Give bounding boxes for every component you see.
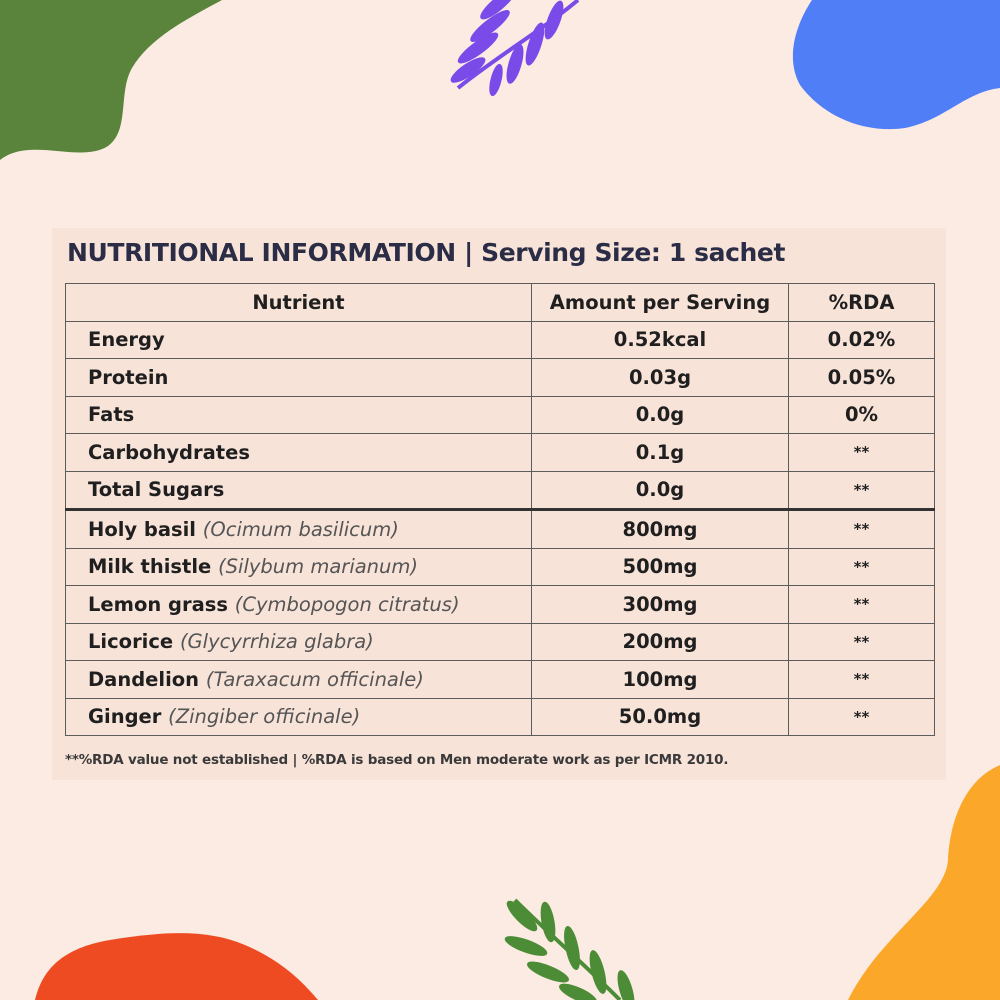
header-rda: %RDA: [788, 283, 935, 322]
table-row: Total Sugars 0.0g **: [65, 470, 935, 510]
nutrient-label: Dandelion: [88, 667, 200, 691]
table-row: Carbohydrates 0.1g **: [65, 433, 935, 472]
table-header-row: Nutrient Amount per Serving %RDA: [65, 283, 935, 322]
nutrient-amount: 500mg: [531, 547, 789, 586]
nutrient-name: Total Sugars: [65, 470, 532, 510]
nutrient-rda: 0%: [788, 395, 935, 434]
nutrient-rda: 0.05%: [788, 358, 935, 397]
nutrient-rda: **: [788, 433, 935, 472]
nutrient-amount: 800mg: [531, 508, 789, 549]
nutrient-rda: **: [788, 547, 935, 586]
blue-blob: [792, 0, 1000, 130]
nutrient-rda: **: [788, 697, 935, 736]
nutrient-name: Milk thistle (Silybum marianum): [65, 547, 532, 586]
nutrient-label: Licorice: [88, 630, 174, 654]
nutrient-name: Licorice (Glycyrrhiza glabra): [65, 622, 532, 661]
green-leaf: [504, 898, 635, 1000]
purple-leaf: [450, 0, 580, 97]
nutrient-amount: 0.52kcal: [531, 320, 789, 359]
header-amount: Amount per Serving: [531, 283, 789, 322]
botanical-name: (Ocimum basilicum): [202, 517, 399, 541]
nutrient-rda: **: [788, 622, 935, 661]
nutrient-rda: **: [788, 585, 935, 624]
table-row: Protein 0.03g 0.05%: [65, 358, 935, 397]
table-row: Milk thistle (Silybum marianum) 500mg **: [65, 547, 935, 586]
nutrient-rda: **: [788, 470, 935, 510]
nutrient-name: Dandelion (Taraxacum officinale): [65, 660, 532, 699]
nutrient-amount: 0.0g: [531, 395, 789, 434]
yellow-blob: [848, 765, 1000, 1000]
nutrient-name: Carbohydrates: [65, 433, 532, 472]
nutrient-label: Ginger: [88, 705, 162, 729]
nutrient-name: Energy: [65, 320, 532, 359]
nutrient-label: Lemon grass: [88, 592, 228, 616]
botanical-name: (Taraxacum officinale): [205, 667, 424, 691]
nutrient-rda: **: [788, 660, 935, 699]
nutrient-label: Carbohydrates: [88, 440, 250, 464]
nutrient-rda: **: [788, 508, 935, 549]
nutrition-table: Nutrient Amount per Serving %RDA Energy …: [65, 283, 935, 736]
nutrient-amount: 50.0mg: [531, 697, 789, 736]
nutrient-amount: 300mg: [531, 585, 789, 624]
nutrient-name: Protein: [65, 358, 532, 397]
table-row: Ginger (Zingiber officinale) 50.0mg **: [65, 697, 935, 736]
nutrient-amount: 0.03g: [531, 358, 789, 397]
table-row: Lemon grass (Cymbopogon citratus) 300mg …: [65, 585, 935, 624]
botanical-name: (Zingiber officinale): [168, 705, 361, 729]
botanical-name: (Glycyrrhiza glabra): [179, 630, 374, 654]
table-row: Licorice (Glycyrrhiza glabra) 200mg **: [65, 622, 935, 661]
nutrient-label: Total Sugars: [88, 478, 225, 502]
nutrient-label: Milk thistle: [88, 555, 212, 579]
botanical-name: (Cymbopogon citratus): [234, 592, 460, 616]
botanical-name: (Silybum marianum): [218, 555, 419, 579]
nutrient-rda: 0.02%: [788, 320, 935, 359]
nutrient-amount: 0.1g: [531, 433, 789, 472]
page-title: NUTRITIONAL INFORMATION | Serving Size: …: [67, 238, 786, 267]
table-row: Dandelion (Taraxacum officinale) 100mg *…: [65, 660, 935, 699]
red-blob: [35, 933, 318, 1000]
table-row: Holy basil (Ocimum basilicum) 800mg **: [65, 508, 935, 549]
nutrient-label: Protein: [88, 365, 169, 389]
table-row: Fats 0.0g 0%: [65, 395, 935, 434]
nutrient-name: Holy basil (Ocimum basilicum): [65, 508, 532, 549]
nutrient-label: Holy basil: [88, 517, 196, 541]
table-row: Energy 0.52kcal 0.02%: [65, 320, 935, 359]
nutrient-name: Lemon grass (Cymbopogon citratus): [65, 585, 532, 624]
nutrient-name: Fats: [65, 395, 532, 434]
header-nutrient: Nutrient: [65, 283, 532, 322]
nutrient-amount: 0.0g: [531, 470, 789, 510]
nutrient-amount: 100mg: [531, 660, 789, 699]
green-blob: [0, 0, 222, 160]
nutrient-label: Energy: [88, 328, 165, 352]
nutrient-name: Ginger (Zingiber officinale): [65, 697, 532, 736]
footnote: **%RDA value not established | %RDA is b…: [65, 752, 729, 768]
nutrient-label: Fats: [88, 403, 135, 427]
nutrient-amount: 200mg: [531, 622, 789, 661]
